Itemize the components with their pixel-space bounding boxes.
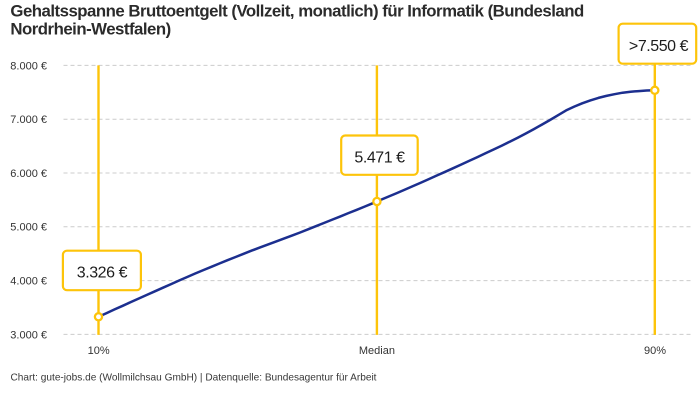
svg-text:7.000 €: 7.000 € [10, 114, 47, 126]
svg-text:5.471 €: 5.471 € [354, 150, 405, 167]
svg-text:Median: Median [359, 345, 395, 357]
svg-text:Chart: gute-jobs.de (Wollmilch: Chart: gute-jobs.de (Wollmilchsau GmbH) … [11, 372, 377, 383]
svg-text:10%: 10% [88, 345, 110, 357]
svg-text:Nordrhein-Westfalen): Nordrhein-Westfalen) [10, 19, 170, 38]
svg-text:3.326 €: 3.326 € [77, 264, 128, 281]
svg-text:6.000 €: 6.000 € [10, 168, 47, 180]
svg-text:>7.550 €: >7.550 € [629, 38, 689, 55]
svg-text:Gehaltsspanne Bruttoentgelt (V: Gehaltsspanne Bruttoentgelt (Vollzeit, m… [10, 1, 584, 20]
svg-text:90%: 90% [644, 345, 666, 357]
svg-text:5.000 €: 5.000 € [10, 222, 47, 234]
svg-text:8.000 €: 8.000 € [10, 60, 47, 72]
svg-text:4.000 €: 4.000 € [10, 276, 47, 288]
svg-text:3.000 €: 3.000 € [10, 329, 47, 341]
